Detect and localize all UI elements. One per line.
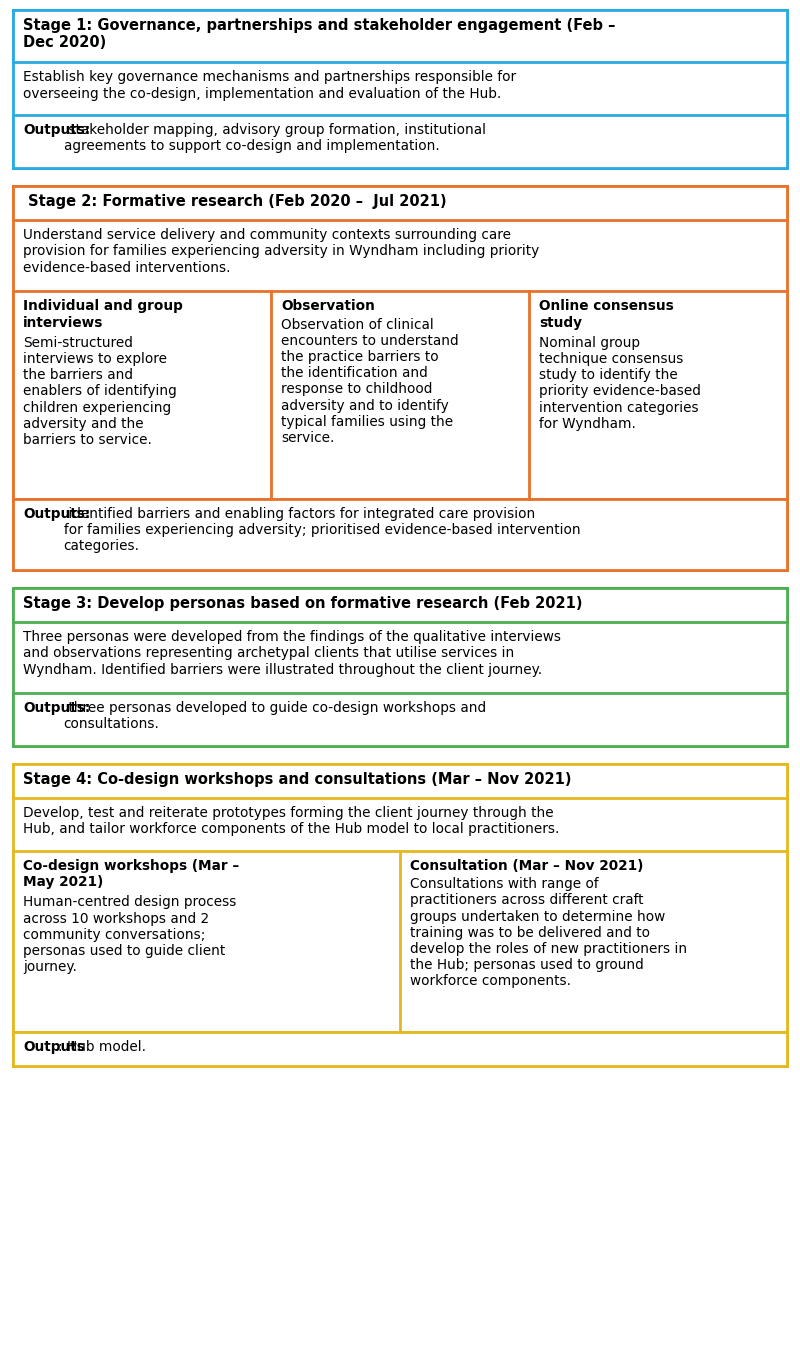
Text: Consultations with range of
practitioners across different craft
groups undertak: Consultations with range of practitioner… [410,877,687,988]
Text: Three personas were developed from the findings of the qualitative interviews
an: Three personas were developed from the f… [23,630,561,676]
Bar [13,9,787,62]
Text: Develop, test and reiterate prototypes forming the client journey through the
Hu: Develop, test and reiterate prototypes f… [23,806,559,837]
Text: : Hub model.: : Hub model. [58,1040,146,1055]
Text: Nominal group
technique consensus
study to identify the
priority evidence-based
: Nominal group technique consensus study … [539,335,701,431]
Text: Human-centred design process
across 10 workshops and 2
community conversations;
: Human-centred design process across 10 w… [23,895,236,975]
Bar [13,694,787,746]
Text: Outputs:: Outputs: [23,123,90,137]
Bar [13,115,787,168]
Text: Establish key governance mechanisms and partnerships responsible for
overseeing : Establish key governance mechanisms and … [23,70,516,100]
Text: Outputs:: Outputs: [23,507,90,521]
Text: Understand service delivery and community contexts surrounding care
provision fo: Understand service delivery and communit… [23,228,539,274]
Text: Outputs: Outputs [23,1040,85,1055]
Text: Online consensus
study: Online consensus study [539,299,674,330]
Text: Individual and group
interviews: Individual and group interviews [23,299,183,330]
Bar [13,764,787,798]
Bar [13,187,787,571]
Text: Stage 3: Develop personas based on formative research (Feb 2021): Stage 3: Develop personas based on forma… [23,596,582,611]
Text: Observation of clinical
encounters to understand
the practice barriers to
the id: Observation of clinical encounters to un… [281,318,458,445]
Text: Stage 4: Co-design workshops and consultations (Mar – Nov 2021): Stage 4: Co-design workshops and consult… [23,772,571,787]
Text: Stage 1: Governance, partnerships and stakeholder engagement (Feb –
Dec 2020): Stage 1: Governance, partnerships and st… [23,18,615,50]
Bar [13,291,787,499]
Bar [13,850,787,1032]
Text: identified barriers and enabling factors for integrated care provision
for famil: identified barriers and enabling factors… [63,507,580,553]
Text: Stage 2: Formative research (Feb 2020 –  Jul 2021): Stage 2: Formative research (Feb 2020 – … [23,193,446,210]
Bar [13,1032,787,1067]
Text: Consultation (Mar – Nov 2021): Consultation (Mar – Nov 2021) [410,859,643,873]
Bar [13,187,787,220]
Text: Semi-structured
interviews to explore
the barriers and
enablers of identifying
c: Semi-structured interviews to explore th… [23,335,177,448]
Text: Co-design workshops (Mar –
May 2021): Co-design workshops (Mar – May 2021) [23,859,239,890]
Bar [13,588,787,746]
Bar [13,499,787,571]
Bar [13,9,787,168]
Bar [13,764,787,1067]
Text: Outputs:: Outputs: [23,702,90,715]
Bar [13,588,787,622]
Text: Observation: Observation [281,299,375,314]
Text: three personas developed to guide co-design workshops and
consultations.: three personas developed to guide co-des… [63,702,486,731]
Text: stakeholder mapping, advisory group formation, institutional
agreements to suppo: stakeholder mapping, advisory group form… [63,123,486,153]
